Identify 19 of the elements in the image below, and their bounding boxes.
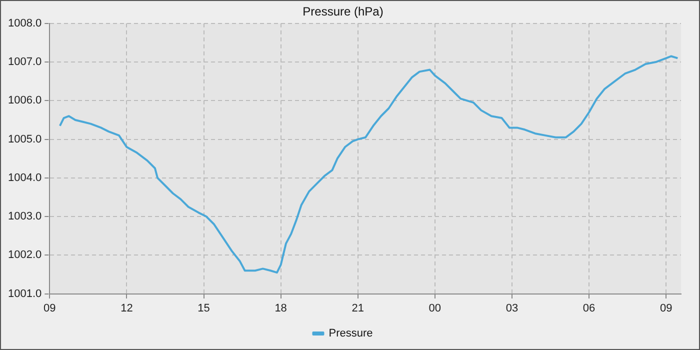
x-tick-label: 03 (506, 302, 518, 314)
x-tick-label: 21 (352, 302, 364, 314)
y-tick-label: 1002.0 (8, 249, 42, 262)
y-tick-label: 1006.0 (8, 94, 42, 107)
x-tick-label: 00 (428, 302, 442, 314)
y-tick-label: 1007.0 (8, 56, 42, 68)
chart-title: Pressure (hPa) (302, 4, 384, 19)
y-tick-label: 1008.0 (8, 17, 42, 30)
x-tick-label: 15 (198, 302, 210, 314)
y-tick-label: 1003.0 (8, 210, 42, 223)
x-tick-label: 09 (660, 302, 672, 314)
y-tick-label: 1005.0 (8, 133, 42, 146)
y-tick-label: 1004.0 (8, 172, 42, 184)
legend-label: Pressure (328, 328, 373, 340)
x-tick-label: 12 (120, 302, 133, 314)
y-tick-label: 1001.0 (8, 288, 42, 300)
x-tick-label: 06 (582, 302, 596, 314)
x-tick-label: 18 (274, 302, 287, 314)
x-tick-label: 09 (44, 302, 56, 314)
